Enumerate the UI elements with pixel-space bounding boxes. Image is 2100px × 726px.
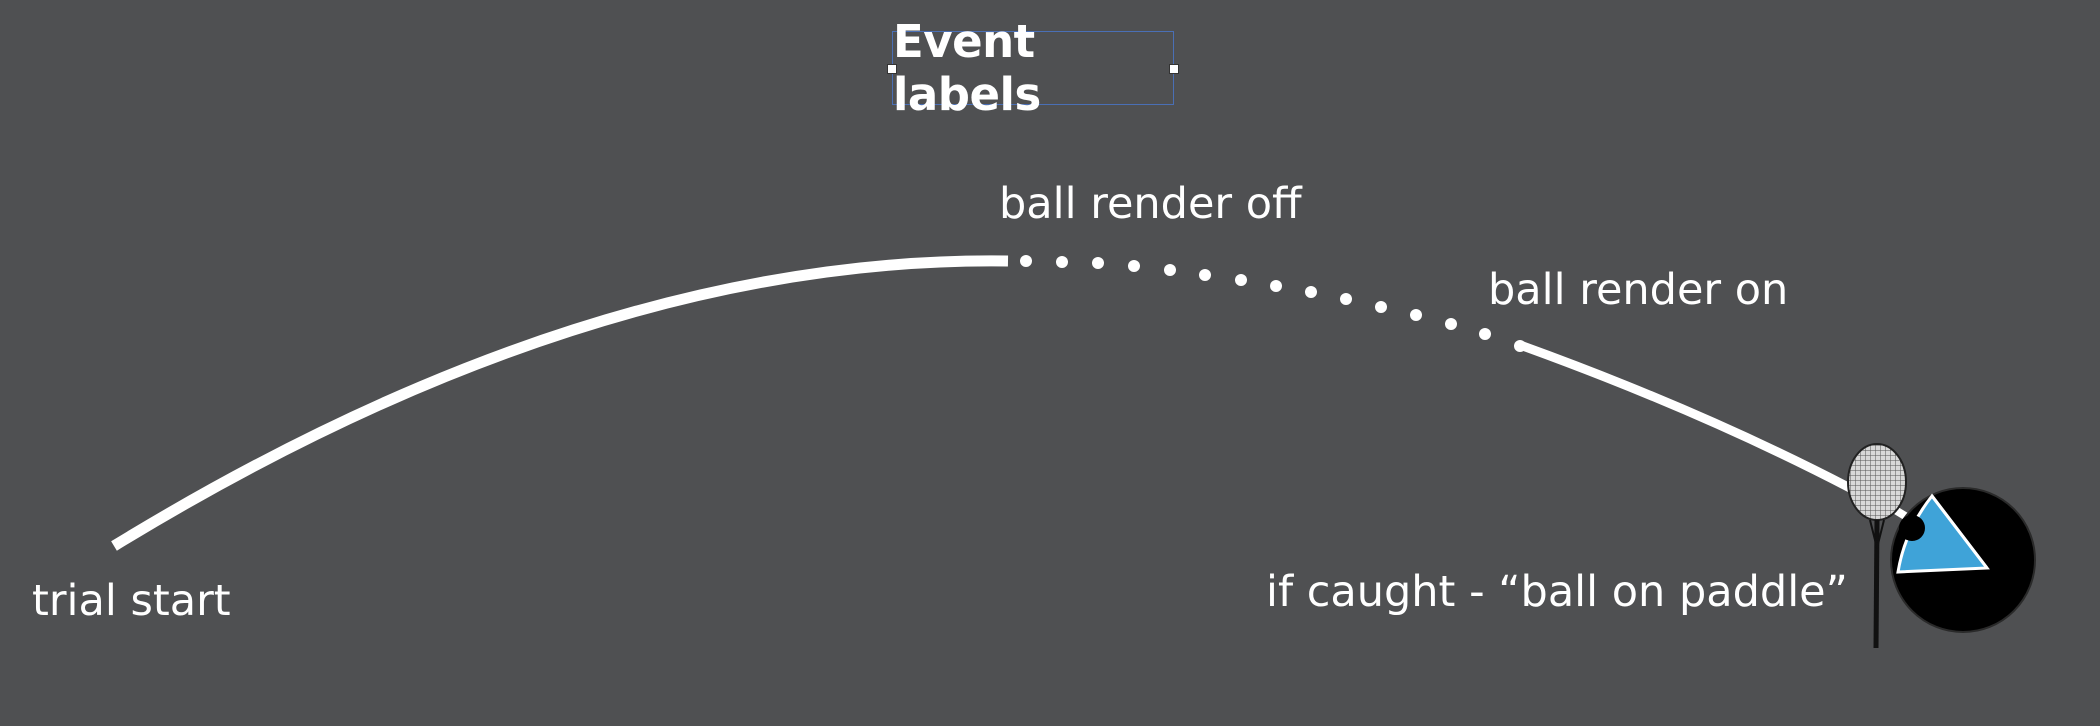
label-trial-start: trial start xyxy=(32,576,231,626)
resize-handle-left[interactable] xyxy=(887,64,897,74)
resize-handle-right[interactable] xyxy=(1169,64,1179,74)
ball-trajectory-visible-start xyxy=(111,255,1009,551)
racket-icon xyxy=(1847,443,1907,649)
pie-catcher-icon xyxy=(1890,487,2036,633)
label-ball-render-off: ball render off xyxy=(999,179,1302,229)
ball-trajectory-hidden-dots xyxy=(1020,255,1526,352)
label-ball-on-paddle: if caught - “ball on paddle” xyxy=(1266,567,1848,617)
label-ball-render-on: ball render on xyxy=(1488,265,1789,315)
ball-trajectory-visible-end xyxy=(1518,340,1853,492)
